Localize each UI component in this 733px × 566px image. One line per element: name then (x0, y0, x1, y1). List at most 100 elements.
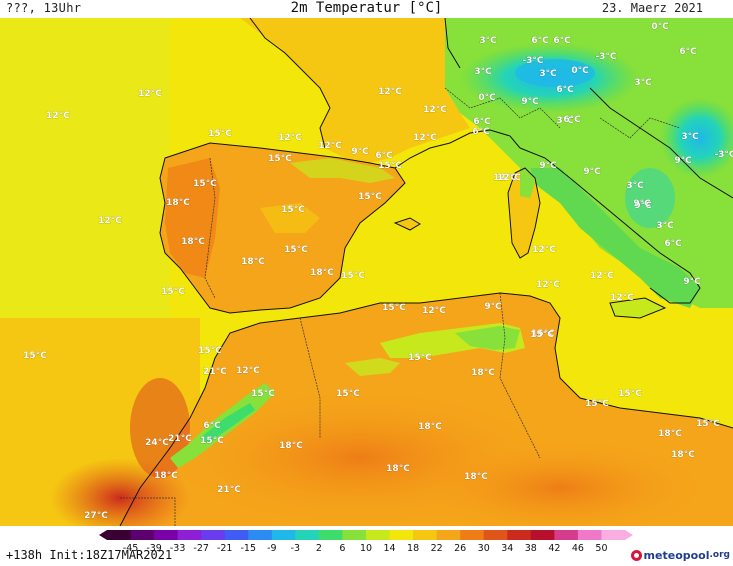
italy-green-zone (520, 168, 700, 308)
colorbar-tick-label: 2 (316, 543, 322, 554)
colorbar-tick-label: 30 (478, 543, 490, 554)
temperature-label: 12°C (278, 133, 302, 143)
temperature-label: 3°C (656, 221, 674, 231)
temperature-label: 18°C (241, 257, 265, 267)
temperature-label: 15°C (284, 245, 308, 255)
temperature-label: 6°C (553, 36, 571, 46)
colorbar-tick-label: -33 (170, 543, 186, 554)
temperature-label: -3°C (522, 56, 543, 66)
temperature-label: 15°C (268, 154, 292, 164)
temperature-label: 9°C (634, 201, 652, 211)
colorbar-tick-label: 50 (595, 543, 607, 554)
temperature-label: 12°C (378, 87, 402, 97)
colorbar-swatch (271, 530, 296, 540)
temperature-label: 15°C (23, 351, 47, 361)
colorbar-tick-label: 22 (431, 543, 443, 554)
colorbar-swatch (107, 530, 132, 540)
temperature-label: -3°C (595, 52, 616, 62)
logo-brand: meteopool (643, 548, 710, 562)
iberia-central-cool (260, 203, 320, 233)
colorbar-tick-label: -39 (146, 543, 162, 554)
temperature-label: 9°C (674, 156, 692, 166)
adriatic-cold (625, 168, 675, 228)
temperature-label: 9°C (633, 199, 651, 209)
temperature-label: 0°C (478, 93, 496, 103)
colorbar-tick-label: 34 (501, 543, 513, 554)
temperature-label: 12°C (536, 280, 560, 290)
temperature-label: 6°C (531, 36, 549, 46)
temperature-label: 15°C (530, 330, 554, 340)
high-plateaux (345, 358, 400, 376)
temperature-label: 15°C (193, 179, 217, 189)
temperature-label: 9°C (521, 97, 539, 107)
temperature-label: 15°C (531, 329, 555, 339)
temperature-label: 21°C (217, 485, 241, 495)
colorbar-swatch (295, 530, 320, 540)
country-borders (120, 87, 681, 526)
temperature-label: 15°C (358, 192, 382, 202)
temperature-label: 3°C (681, 132, 699, 142)
temperature-label: 3°C (479, 36, 497, 46)
temperature-label: 6°C (664, 239, 682, 249)
temperature-label: 12°C (138, 89, 162, 99)
colorbar-swatch (224, 530, 249, 540)
temperature-label: 12°C (422, 306, 446, 316)
meteopool-logo[interactable]: meteopool .org (630, 546, 730, 564)
atlantic-cool (0, 18, 170, 318)
temperature-labels: 12°C 12°C 12°C 12°C 12°C 15°C 12°C 12°C 12°C 9°C 6… (23, 22, 733, 522)
colorbar-tick-label: 46 (572, 543, 584, 554)
temperature-label: 18°C (386, 464, 410, 474)
colorbar-tick-label: -21 (217, 543, 233, 554)
temperature-label: 9°C (539, 161, 557, 171)
temperature-label: 15°C (408, 353, 432, 363)
colorbar-swatch (413, 530, 438, 540)
morocco-coast-hot (130, 378, 190, 478)
colorbar-tick-label: -15 (241, 543, 257, 554)
colorbar-swatch (342, 530, 367, 540)
temperature-label: 15°C (198, 346, 222, 356)
temperature-map: 12°C 12°C 12°C 12°C 12°C 15°C 12°C 12°C 12°C 9°C 6… (0, 18, 733, 526)
colorbar-swatch (554, 530, 579, 540)
iberia-west-warm (165, 158, 220, 278)
temperature-label: 15°C (696, 419, 720, 429)
colorbar-swatch (201, 530, 226, 540)
colorbar: -45 -39 -33 -27 -21 -15 -9 -3 2 6 10 14 18 22 26 30 34 38… (99, 530, 633, 554)
temperature-label: -3°C (714, 150, 733, 160)
map-title: 2m Temperatur [°C] (290, 0, 443, 16)
colorbar-tick-label: 6 (339, 543, 345, 554)
colorbar-tick-label: -3 (291, 543, 300, 554)
balkans-cold-area (660, 98, 733, 178)
sahara-hot-east (410, 438, 710, 526)
colorbar-swatch (460, 530, 485, 540)
temperature-label: 15°C (161, 287, 185, 297)
temperature-label: 24°C (145, 438, 169, 448)
temperature-label: 6°C (472, 127, 490, 137)
temperature-label: 6°C (679, 47, 697, 57)
temperature-label: 15°C (341, 271, 365, 281)
colorbar-swatch (601, 530, 626, 540)
pyrenees-cool (290, 158, 395, 183)
aures-cool (455, 326, 520, 350)
temperature-label: 15°C (251, 389, 275, 399)
atlas-inner (200, 403, 255, 443)
map-footer: -45 -39 -33 -27 -21 -15 -9 -3 2 6 10 14 18 22 26 30 34 38… (0, 526, 733, 566)
colorbar-arrow (625, 530, 633, 540)
colorbar-swatch (177, 530, 202, 540)
temperature-label: 6°C (556, 85, 574, 95)
logo-dot-icon (630, 549, 642, 561)
temperature-label: 6°C (375, 151, 393, 161)
temperature-label: 18°C (658, 429, 682, 439)
temperature-label: 3°C (539, 69, 557, 79)
temperature-label: 3°C (626, 181, 644, 191)
colorbar-swatch (507, 530, 532, 540)
temperature-label: 12°C (493, 173, 517, 183)
temperature-label: 12°C (532, 245, 556, 255)
temperature-label: 21°C (203, 367, 227, 377)
colorbar-tick-label: 38 (525, 543, 537, 554)
colorbar-swatch (154, 530, 179, 540)
temperature-label: 18°C (166, 198, 190, 208)
temperature-label: 18°C (310, 268, 334, 278)
colorbar-swatch (530, 530, 555, 540)
colorbar-tick-label: -9 (267, 543, 276, 554)
temperature-label: 12°C (590, 271, 614, 281)
